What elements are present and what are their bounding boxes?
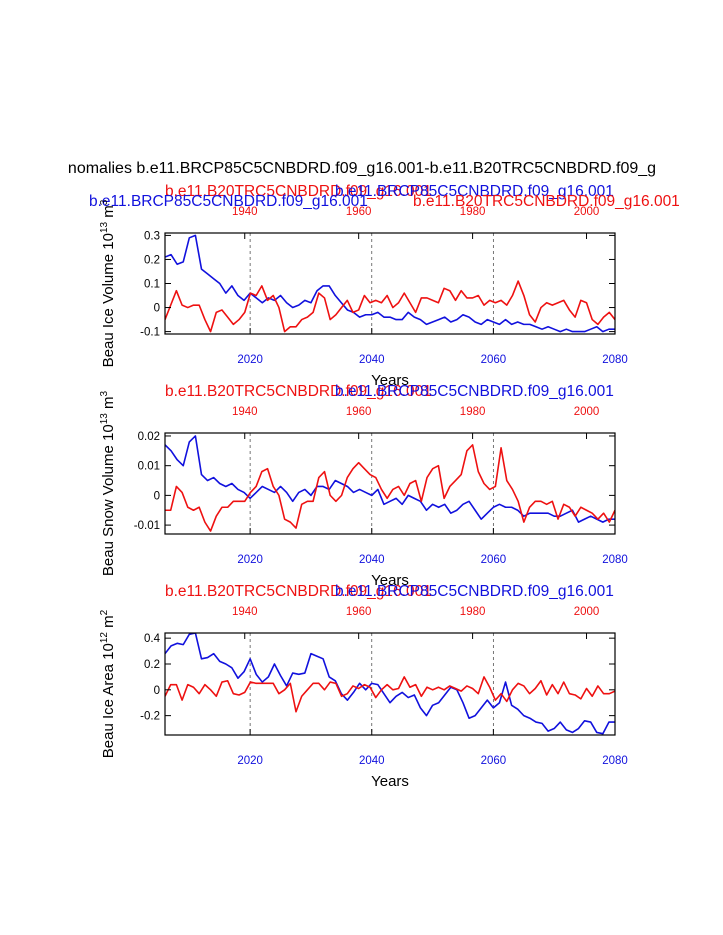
y-tick-label: 0.4: [144, 633, 161, 645]
y-axis-label-unit: m: [100, 396, 117, 413]
header-top-blue: b.e11.BRCP85C5CNBDRD.f09_g16.001: [335, 583, 614, 600]
y-axis-label-unit: m: [100, 205, 117, 222]
top-x-tick-label: 1960: [346, 606, 372, 618]
beau-ice-area-panel: -0.2 0 0.2 0.4 2020 2040 2060 2080 1940 1960 1980 2…: [99, 583, 628, 790]
y-axis-label-unit-exponent: 2: [99, 609, 110, 615]
top-x-tick-label: 1960: [346, 206, 372, 218]
y-tick-label: 0.3: [144, 230, 160, 242]
y-tick-label: 0.1: [144, 279, 160, 291]
red-series-line: [165, 280, 615, 333]
y-axis-label-text: Beau Snow Volume 10: [100, 424, 117, 576]
y-axis-label: Beau Ice Area 1012 m2: [99, 609, 117, 758]
top-x-tick-label: 1980: [460, 206, 486, 218]
y-tick-label: 0.01: [138, 461, 160, 473]
y-tick-label: -0.01: [134, 520, 160, 532]
y-tick-label: -0.1: [140, 327, 160, 339]
beau-ice-volume-panel: -0.1 0 0.1 0.2 0.3 2020 2040 2060 2080 1940 1960 19…: [89, 183, 680, 389]
top-x-tick-label: 1960: [346, 406, 372, 418]
y-axis-label-unit-exponent: 3: [99, 199, 110, 205]
y-tick-label: 0.2: [144, 254, 160, 266]
y-axis-label-exponent: 12: [99, 632, 110, 644]
bottom-x-tick-label: 2040: [359, 554, 385, 566]
page-title: nomalies b.e11.BRCP85C5CNBDRD.f09_g16.00…: [68, 160, 656, 177]
header-top-red: b.e11.B20TRC5CNBDRD.f09_g16.001: [165, 583, 432, 600]
bottom-x-tick-label: 2060: [481, 755, 507, 767]
y-tick-label: 0: [154, 685, 160, 697]
x-axis-label: Years: [371, 572, 409, 589]
y-tick-label: 0: [154, 303, 160, 315]
y-tick-label: 0.2: [144, 659, 160, 671]
y-axis-label-unit: m: [100, 615, 117, 632]
x-axis-label: Years: [371, 773, 409, 790]
y-tick-label: 0: [154, 490, 160, 502]
header-bottom-red: b.e11.B20TRC5CNBDRD.f09_g16.001: [413, 193, 680, 210]
bottom-x-tick-label: 2060: [481, 354, 507, 366]
top-x-tick-label: 1940: [232, 406, 258, 418]
bottom-x-tick-label: 2020: [237, 354, 263, 366]
x-axis-label: Years: [371, 372, 409, 389]
header-top-blue: b.e11.BRCP85C5CNBDRD.f09_g16.001: [335, 383, 614, 400]
header-bottom-blue: b.e11.BRCP85C5CNBDRD.f09_g16.001: [89, 193, 368, 210]
bottom-x-tick-label: 2080: [602, 755, 628, 767]
top-x-tick-label: 1940: [232, 206, 258, 218]
top-x-tick-label: 2000: [574, 406, 600, 418]
y-axis-label-text: Beau Ice Area 10: [100, 643, 117, 758]
top-x-tick-label: 2000: [574, 606, 600, 618]
header-top-red: b.e11.B20TRC5CNBDRD.f09_g16.001: [165, 183, 432, 200]
red-series-line: [165, 676, 615, 713]
y-axis-label-text: Beau Ice Volume 10: [100, 233, 117, 367]
y-axis-label-exponent: 13: [99, 221, 110, 233]
bottom-x-tick-label: 2080: [602, 554, 628, 566]
red-series-line: [165, 444, 615, 532]
plot-frame: [164, 432, 616, 535]
top-x-tick-label: 1980: [460, 406, 486, 418]
top-x-tick-label: 1940: [232, 606, 258, 618]
header-top-blue: b.e11.BRCP85C5CNBDRD.f09_g16.001: [335, 183, 614, 200]
blue-series-line: [165, 234, 615, 333]
plot-frame: [164, 632, 616, 736]
blue-series-line: [165, 633, 615, 735]
beau-snow-volume-panel: -0.01 0 0.01 0.02 2020 2040 2060 2080 1940 1960 19…: [99, 383, 628, 589]
bottom-x-tick-label: 2060: [481, 554, 507, 566]
plot-frame: [164, 232, 616, 335]
top-x-tick-label: 1980: [460, 606, 486, 618]
bottom-x-tick-label: 2020: [237, 755, 263, 767]
y-tick-label: 0.02: [138, 431, 160, 443]
bottom-x-tick-label: 2040: [359, 755, 385, 767]
header-top-red: b.e11.B20TRC5CNBDRD.f09_g16.001: [165, 383, 432, 400]
y-tick-label: -0.2: [140, 711, 160, 723]
bottom-x-tick-label: 2020: [237, 554, 263, 566]
bottom-x-tick-label: 2080: [602, 354, 628, 366]
blue-series-line: [165, 435, 615, 523]
top-x-tick-label: 2000: [574, 206, 600, 218]
y-axis-label-unit-exponent: 3: [99, 390, 110, 396]
y-axis-label: Beau Ice Volume 1013 m3: [99, 199, 117, 367]
y-axis-label: Beau Snow Volume 1013 m3: [99, 390, 117, 576]
bottom-x-tick-label: 2040: [359, 354, 385, 366]
y-axis-label-exponent: 13: [99, 413, 110, 425]
